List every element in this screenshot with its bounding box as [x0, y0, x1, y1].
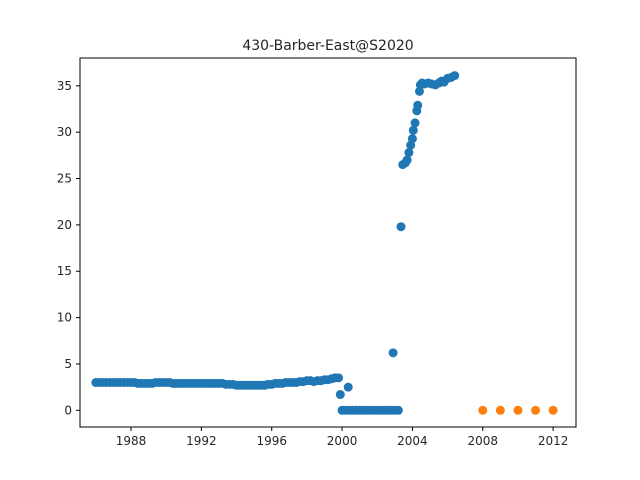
- y-tick-label: 5: [64, 357, 72, 371]
- data-point-series-2: [495, 405, 505, 415]
- data-point-series-1: [413, 100, 423, 110]
- plot-frame: [79, 57, 577, 428]
- data-point-series-1: [396, 222, 406, 232]
- data-point-series-1: [450, 71, 460, 81]
- data-point-series-1: [402, 155, 412, 165]
- axes-layer: 1988 1992 1996 2000 2004 2008 2012 0 5 10 15 20 25 30…: [57, 79, 569, 448]
- y-tick-label: 30: [57, 125, 72, 139]
- x-tick-label: 2004: [397, 434, 428, 448]
- y-tick-label: 0: [64, 403, 72, 417]
- x-tick-label: 1996: [256, 434, 287, 448]
- data-point-series-1: [343, 382, 353, 392]
- chart-title: 430-Barber-East@S2020: [242, 38, 413, 54]
- points-layer: [91, 71, 558, 415]
- data-point-series-1: [408, 125, 418, 135]
- y-tick-label: 25: [57, 172, 72, 186]
- data-point-series-1: [335, 390, 345, 400]
- data-point-series-1: [388, 348, 398, 358]
- data-point-series-2: [478, 405, 488, 415]
- x-tick-label: 2008: [468, 434, 499, 448]
- data-point-series-2: [513, 405, 523, 415]
- data-point-series-1: [410, 118, 420, 128]
- data-point-series-1: [393, 405, 403, 415]
- y-tick-label: 15: [57, 264, 72, 278]
- x-tick-label: 1992: [186, 434, 217, 448]
- y-tick-label: 35: [57, 79, 72, 93]
- data-point-series-2: [531, 405, 541, 415]
- x-tick-label: 2012: [538, 434, 569, 448]
- data-point-series-2: [548, 405, 558, 415]
- x-tick-label: 1988: [116, 434, 147, 448]
- y-tick-label: 10: [57, 311, 72, 325]
- y-tick-label: 20: [57, 218, 72, 232]
- data-point-series-1: [334, 373, 344, 383]
- data-point-series-1: [407, 134, 417, 144]
- x-tick-label: 2000: [327, 434, 358, 448]
- data-point-series-1: [404, 148, 414, 158]
